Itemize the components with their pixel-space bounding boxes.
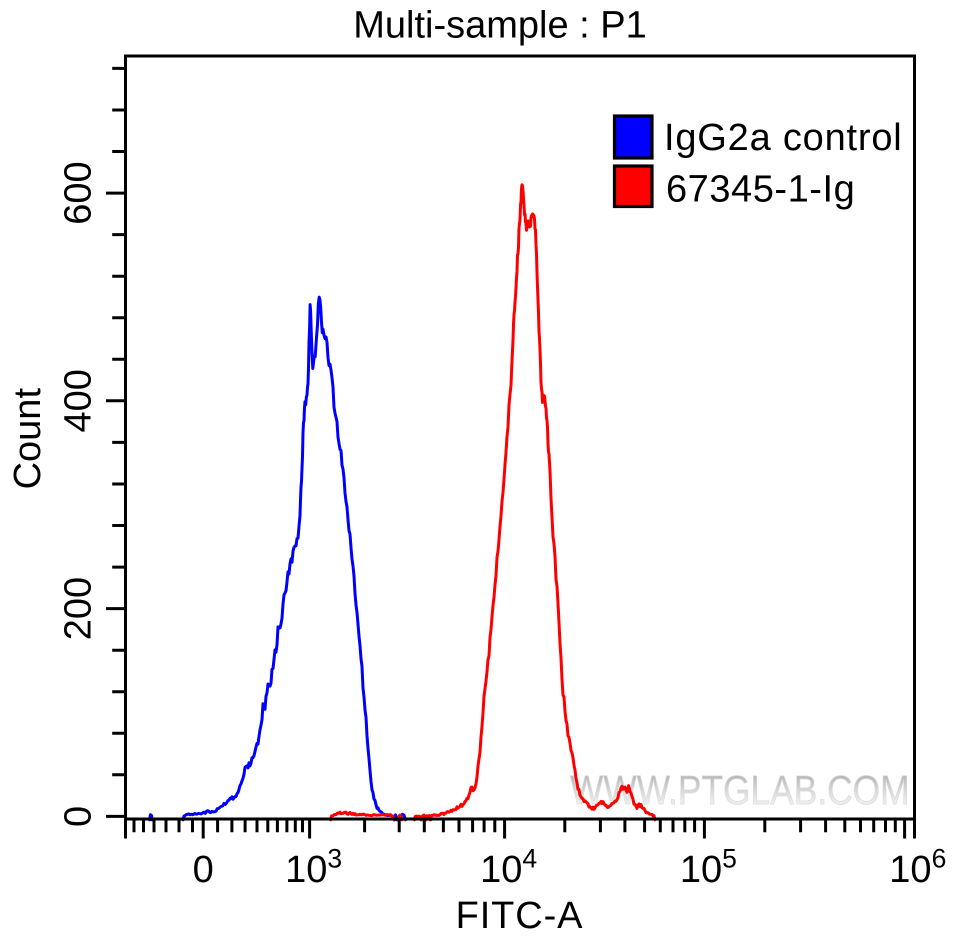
svg-text:0: 0	[193, 849, 214, 891]
svg-text:105: 105	[680, 844, 737, 892]
svg-text:400: 400	[58, 369, 100, 432]
svg-text:0: 0	[58, 806, 100, 827]
svg-text:Count: Count	[7, 388, 49, 490]
svg-text:67345-1-Ig: 67345-1-Ig	[666, 169, 855, 211]
svg-text:200: 200	[58, 577, 100, 640]
svg-text:FITC-A: FITC-A	[456, 895, 584, 937]
svg-text:Multi-sample : P1: Multi-sample : P1	[353, 5, 647, 47]
svg-text:IgG2a control: IgG2a control	[664, 117, 903, 159]
svg-text:600: 600	[58, 161, 100, 224]
